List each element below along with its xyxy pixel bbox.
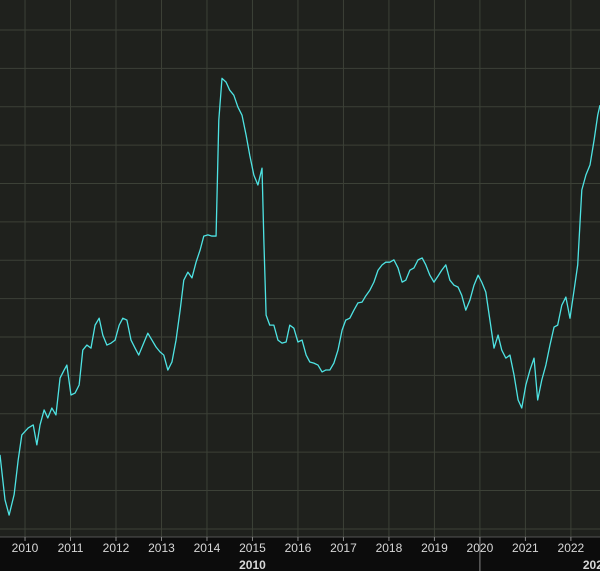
x-tick-label: 2010 [12, 541, 39, 555]
decade-label: 2010 [239, 558, 266, 571]
series-line [0, 77, 600, 516]
x-tick-label: 2019 [421, 541, 448, 555]
x-tick-label: 2011 [58, 541, 84, 555]
x-tick-label: 2012 [103, 541, 130, 555]
grid [0, 0, 600, 537]
x-tick-label: 2018 [376, 541, 403, 555]
x-tick-label: 2014 [194, 541, 221, 555]
x-axis: 2010 2011 2012 2013 2014 2015 2016 2017 2018 2019… [12, 537, 600, 571]
x-tick-label: 2016 [285, 541, 312, 555]
plot-background [0, 0, 600, 537]
x-tick-label: 2013 [148, 541, 175, 555]
x-tick-label: 2021 [512, 541, 539, 555]
series-layer [0, 77, 600, 516]
x-tick-label: 2017 [330, 541, 357, 555]
decade-label: 2020 [583, 558, 600, 571]
x-tick-label: 2022 [558, 541, 585, 555]
x-tick-label: 2015 [239, 541, 266, 555]
